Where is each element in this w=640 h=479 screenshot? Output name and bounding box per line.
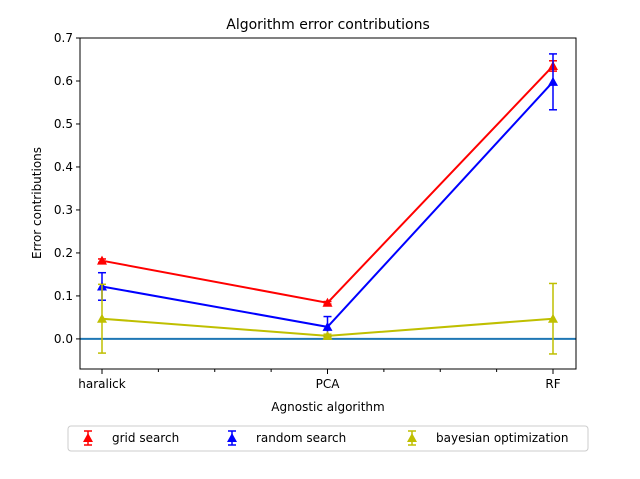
x-axis-label: Agnostic algorithm [271,400,384,414]
x-tick-label: RF [545,377,560,391]
data-point [322,297,333,307]
y-tick-label: 0.5 [54,117,73,131]
plot-area [80,53,576,355]
legend-label: bayesian optimization [436,431,568,445]
series-line-1 [101,81,554,328]
legend-box [67,425,589,452]
y-tick-label: 0.1 [54,289,73,303]
y-axis-label: Error contributions [30,147,44,259]
y-tick-label: 0.6 [54,74,73,88]
y-tick-label: 0.2 [54,246,73,260]
axes: 0.0 0.1 0.2 0.3 0.4 0.5 0.6 0.7 haralick PCA RF [54,31,577,391]
legend-marker [83,433,93,442]
data-point [322,321,333,331]
series-line-0 [101,65,554,304]
data-point [97,313,107,323]
data-point [322,330,333,340]
y-tick-label: 0.0 [54,332,73,346]
data-point [548,313,558,323]
y-tick-label: 0.3 [54,203,73,217]
y-tick-label: 0.7 [54,31,73,45]
x-tick-label: PCA [316,377,341,391]
y-tick-label: 0.4 [54,160,73,174]
x-tick-label: haralick [78,377,126,391]
legend-label: random search [256,431,346,445]
legend: grid search random search bayesian optimiz… [67,425,589,452]
legend-marker [407,433,417,442]
chart-title: Algorithm error contributions [226,17,430,33]
data-point [97,255,107,265]
legend-label: grid search [112,431,179,445]
data-point [548,76,558,86]
legend-marker [227,433,237,442]
